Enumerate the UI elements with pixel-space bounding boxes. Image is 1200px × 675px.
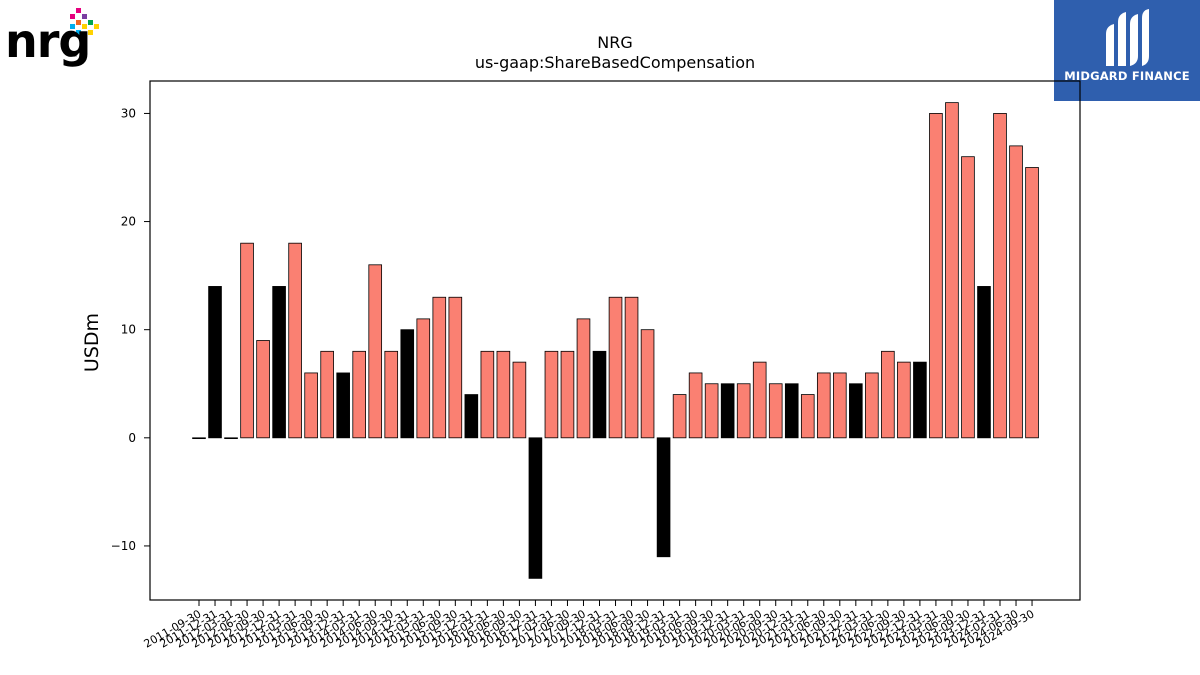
- y-tick-label: 0: [128, 431, 136, 445]
- midgard-finance-badge: MIDGARD FINANCE: [1054, 0, 1200, 101]
- bar-2015-03-31: [416, 318, 431, 439]
- bar-2016-06-30: [496, 350, 511, 439]
- bar-2011-12-31: [208, 286, 222, 439]
- bar-2011-09-30: [192, 437, 206, 440]
- bar-2024-06-30: [1009, 145, 1023, 439]
- bar-2018-03-31: [608, 296, 623, 439]
- bar-2016-12-31: [528, 437, 543, 579]
- y-axis: −10 0 10 20 30: [111, 106, 150, 553]
- bar-2022-03-31: [865, 372, 879, 439]
- bar-2021-12-31: [849, 383, 863, 439]
- bar-2012-03-31: [224, 437, 238, 440]
- midgard-logo-icon: [1106, 9, 1149, 66]
- bar-2020-03-31: [736, 383, 751, 439]
- bar-2022-06-30: [881, 350, 895, 439]
- bar-2021-03-31: [800, 394, 815, 439]
- y-tick-label: 10: [121, 323, 136, 337]
- bar-2018-12-31: [656, 437, 671, 558]
- bar-2024-03-31: [993, 113, 1007, 439]
- bar-2020-09-30: [768, 383, 783, 439]
- bar-2017-06-30: [560, 350, 575, 439]
- chart-subtitle: us-gaap:ShareBasedCompensation: [474, 53, 756, 72]
- y-tick-label: −10: [111, 539, 136, 553]
- bar-2017-12-31: [592, 350, 607, 439]
- bar-series: [192, 102, 1039, 579]
- x-axis: 2011-09-302011-12-312012-03-312012-06-30…: [142, 600, 1037, 651]
- y-tick-label: 30: [121, 106, 136, 120]
- bar-2014-09-30: [384, 350, 399, 439]
- bar-2012-09-30: [256, 340, 270, 439]
- chart-title: NRG: [597, 33, 633, 52]
- bar-2017-03-31: [544, 350, 559, 439]
- bar-2012-12-31: [272, 286, 286, 439]
- bar-2019-12-31: [720, 383, 735, 439]
- bar-2018-06-30: [624, 296, 639, 439]
- bar-2015-12-31: [464, 394, 479, 439]
- bar-2015-09-30: [448, 296, 463, 439]
- bar-2020-12-31: [784, 383, 799, 439]
- bar-2022-09-30: [897, 361, 911, 439]
- bar-2013-12-31: [336, 372, 350, 439]
- bar-2012-06-30: [240, 242, 254, 439]
- bar-2021-09-30: [833, 372, 847, 439]
- bar-2014-12-31: [400, 329, 415, 439]
- registered-mark: ®: [72, 52, 78, 59]
- nrg-logo: nrg ®: [0, 0, 110, 80]
- bar-2019-09-30: [704, 383, 719, 439]
- y-axis-label: USDm: [81, 313, 103, 372]
- bar-2014-03-31: [352, 350, 366, 439]
- bar-2022-12-31: [913, 361, 927, 439]
- bar-2013-09-30: [320, 350, 334, 439]
- bar-2014-06-30: [368, 264, 383, 439]
- bar-2017-09-30: [576, 318, 591, 439]
- bar-2023-06-30: [945, 102, 959, 439]
- bar-2016-09-30: [512, 361, 527, 439]
- plot-frame: [149, 80, 1081, 601]
- bar-2013-06-30: [304, 372, 318, 439]
- watermark-label: MIDGARD FINANCE: [1064, 69, 1190, 83]
- bar-2024-09-30: [1025, 167, 1039, 439]
- bar-2023-03-31: [929, 113, 943, 439]
- bar-2018-09-30: [640, 329, 655, 439]
- bar-2023-09-30: [961, 156, 975, 439]
- bar-2019-03-31: [672, 394, 687, 439]
- y-tick-label: 20: [121, 215, 136, 229]
- bar-2023-12-31: [977, 286, 991, 439]
- nrg-plus-icon: [70, 8, 99, 35]
- bar-2016-03-31: [480, 350, 495, 439]
- bar-2019-06-30: [688, 372, 703, 439]
- bar-2021-06-30: [816, 372, 831, 439]
- bar-2013-03-31: [288, 242, 302, 439]
- bar-2020-06-30: [752, 361, 767, 439]
- bar-2015-06-30: [432, 296, 447, 439]
- nrg-wordmark: nrg: [5, 14, 91, 68]
